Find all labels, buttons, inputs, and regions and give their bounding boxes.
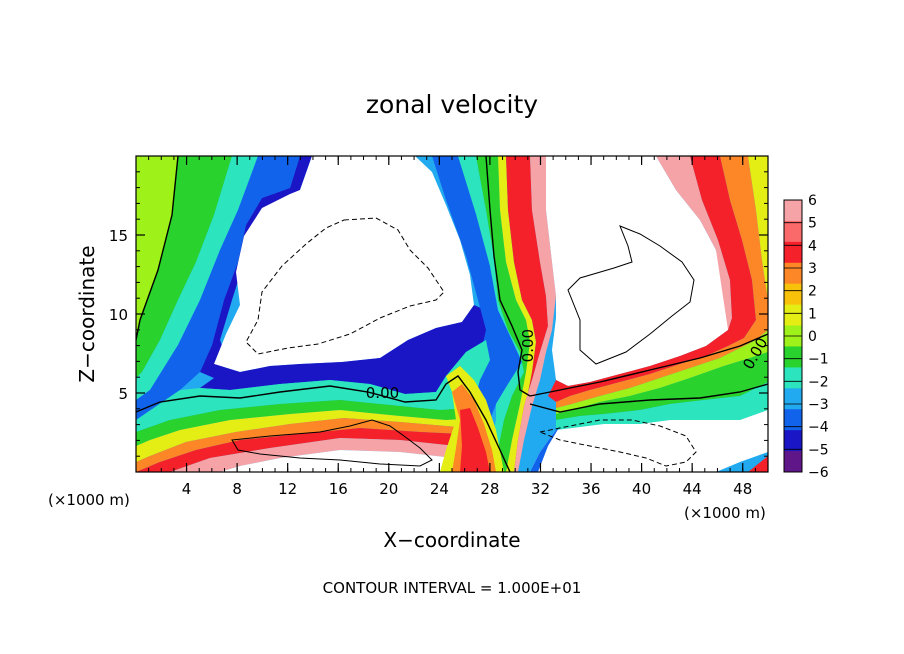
central-green-column	[476, 156, 530, 472]
right-green-band	[556, 330, 768, 414]
x-unit-note-left: (×1000 m)	[48, 491, 130, 509]
colorbar-swatch	[784, 367, 802, 389]
colorbar-label: 6	[808, 193, 817, 209]
colorbar-swatch	[784, 304, 802, 326]
x-tick-label: 12	[278, 480, 297, 498]
central-cyan-column	[458, 156, 524, 472]
y-tick-label: 15	[109, 227, 128, 245]
positive-contour-lower	[231, 419, 433, 467]
left-navy-edge	[200, 156, 312, 378]
x-tick-label: 48	[733, 480, 752, 498]
lower-pink-band	[170, 438, 456, 472]
right-orange-plume	[556, 156, 768, 408]
contour-label: 0.00	[519, 329, 537, 362]
x-tick-label: 36	[581, 480, 600, 498]
colorbar-label: −2	[808, 374, 829, 390]
zero-contour-right-lower	[529, 383, 768, 413]
x-tick-label: 8	[232, 480, 242, 498]
lower-cyan-band	[136, 340, 490, 432]
zero-contour-right	[529, 333, 768, 397]
colorbar-swatch	[784, 200, 802, 222]
central-yellow-edge	[498, 156, 536, 472]
contour-label: 0.00	[366, 384, 399, 402]
y-axis-label: Z−coordinate	[75, 245, 99, 382]
colorbar-label: 3	[808, 261, 817, 277]
left-green-region	[136, 156, 178, 340]
contour-label-text: 0.00	[519, 329, 537, 362]
right-yellow-plume	[748, 156, 768, 330]
negative-contours	[245, 217, 697, 467]
lower-green-band	[136, 400, 476, 446]
x-tick-label: 40	[632, 480, 651, 498]
y-tick-label: 10	[109, 306, 128, 324]
x-tick-label: 20	[379, 480, 398, 498]
right-lower-corner-red	[748, 456, 768, 472]
left-cyan-band	[136, 156, 258, 400]
contour-interval-note: CONTOUR INTERVAL = 1.000E+01	[323, 579, 582, 597]
zero-contours	[136, 156, 768, 472]
mid-navy-band	[200, 305, 490, 394]
right-lower-cyan	[556, 382, 768, 430]
colorbar-label: −3	[808, 397, 829, 413]
colorbar-label: 0	[808, 329, 817, 345]
central-red-column	[506, 156, 548, 472]
colorbar-swatch	[784, 220, 802, 243]
colorbar-label: 2	[808, 284, 817, 300]
x-tick-label: 28	[480, 480, 499, 498]
colorbar: 6 5 4 3 2 1 0 −1 −2 −3 −4 −5 −6	[783, 193, 829, 481]
y-tick-label: 5	[118, 385, 128, 403]
colorbar-label: 1	[808, 306, 817, 322]
x-tick-label: 32	[531, 480, 550, 498]
lower-orange-band	[136, 418, 470, 472]
colorbar-swatch	[784, 430, 802, 452]
left-blue-band	[136, 156, 300, 420]
colorbar-label: −6	[808, 465, 829, 481]
x-tick-label: 16	[329, 480, 348, 498]
colorbar-label: 4	[808, 238, 817, 254]
lower-red-band	[136, 428, 462, 472]
colorbar-label: 5	[808, 216, 817, 232]
x-tick-label: 24	[430, 480, 449, 498]
right-pink-plume	[656, 156, 732, 330]
colorbar-swatch	[784, 409, 802, 431]
colorbar-swatch	[784, 388, 802, 410]
colorbar-swatch	[784, 262, 802, 285]
colorbar-label: −1	[808, 352, 829, 368]
colorbar-swatch	[784, 241, 802, 264]
colorbar-swatch	[784, 346, 802, 368]
x-unit-note-right: (×1000 m)	[684, 504, 766, 522]
colorbar-swatch	[784, 283, 802, 306]
right-lower-white	[530, 410, 768, 472]
left-teal-band	[136, 156, 232, 378]
lower-yellow-band	[136, 410, 476, 462]
velocity-field	[136, 156, 768, 472]
central-pink-edge	[514, 156, 556, 472]
x-tick-label: 44	[683, 480, 702, 498]
x-axis-label: X−coordinate	[383, 528, 520, 552]
chart-title: zonal velocity	[366, 90, 538, 119]
zero-contour-lower	[136, 375, 511, 472]
central-blue-column	[432, 156, 522, 420]
zero-contour-left	[136, 156, 179, 341]
colorbar-label: −4	[808, 420, 829, 436]
negative-contour-upper	[245, 217, 445, 355]
colorbar-label: −5	[808, 442, 829, 458]
upper-white-region	[214, 156, 474, 372]
x-tick-label: 4	[182, 480, 192, 498]
lower-white-region	[220, 450, 454, 472]
central-lower-red	[460, 408, 490, 472]
positive-contour-right	[567, 225, 695, 365]
negative-contour-lower-right	[538, 419, 697, 467]
colorbar-swatch	[784, 451, 802, 473]
right-white-region	[546, 156, 728, 386]
contour-label-text: 0.00	[366, 384, 399, 402]
zero-contour-central	[485, 156, 531, 397]
